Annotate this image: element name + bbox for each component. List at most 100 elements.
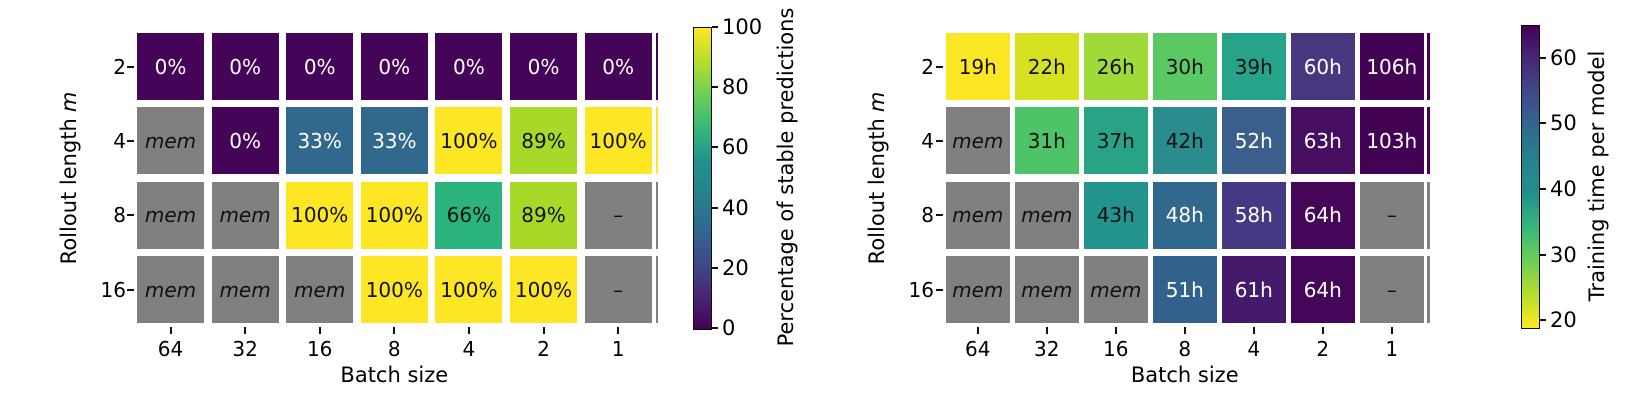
x-axis-label: Batch size bbox=[1130, 363, 1239, 387]
x-tick-label: 2 bbox=[537, 337, 550, 361]
heatmap-cell: 0% bbox=[137, 33, 204, 100]
y-axis-tick-mark bbox=[127, 65, 134, 68]
plot-edge-strip bbox=[655, 181, 658, 249]
colorbar-label: Training time per model bbox=[1585, 50, 1609, 302]
heatmap-cell: mem bbox=[211, 181, 279, 249]
heatmap-cell: 89% bbox=[510, 181, 577, 249]
colorbar-tick-label: 40 bbox=[722, 195, 749, 220]
heatmap-cell: 89% bbox=[510, 107, 577, 175]
heatmap-cell: mem bbox=[1015, 256, 1079, 324]
y-axis-label: Rollout lengthm bbox=[865, 92, 889, 265]
x-tick-label: 16 bbox=[1103, 337, 1129, 361]
heatmap-cell: 66% bbox=[435, 181, 503, 249]
heatmap-cell: mem bbox=[137, 181, 204, 249]
y-tick-label: 4 bbox=[921, 128, 934, 153]
x-tick-label: 4 bbox=[1247, 337, 1261, 361]
y-tick-label: 2 bbox=[113, 54, 126, 79]
x-tick-label: 4 bbox=[462, 337, 476, 361]
heatmap-cell: 30h bbox=[1153, 33, 1217, 100]
colorbar-tick-mark bbox=[1539, 122, 1546, 125]
colorbar-tick-mark bbox=[711, 206, 718, 209]
heatmap-cell: mem bbox=[1015, 181, 1079, 249]
heatmap-cell: 63h bbox=[1291, 107, 1355, 175]
heatmap-cell: 58h bbox=[1222, 181, 1286, 249]
y-axis-tick-mark bbox=[127, 214, 134, 217]
colorbar-tick-label: 80 bbox=[722, 75, 749, 100]
heatmap-cell: 52h bbox=[1222, 107, 1286, 175]
x-axis-tick-mark bbox=[1252, 326, 1255, 334]
heatmap-cell: 0% bbox=[510, 33, 577, 100]
heatmap-cell: – bbox=[1360, 256, 1424, 324]
plot-edge-strip bbox=[1427, 181, 1430, 249]
x-axis-tick-mark bbox=[318, 326, 321, 334]
colorbar-tick-mark bbox=[1539, 253, 1546, 256]
x-tick-label: 8 bbox=[387, 337, 401, 361]
heatmap-cell: 19h bbox=[946, 33, 1010, 100]
heatmap-cell: mem bbox=[211, 256, 279, 324]
heatmap-cell: 64h bbox=[1291, 256, 1355, 324]
heatmap-cell: 33% bbox=[286, 107, 354, 175]
colorbar-tick-mark bbox=[711, 266, 718, 269]
colorbar-tick-mark bbox=[1539, 319, 1546, 322]
colorbar-tick-mark bbox=[711, 146, 718, 149]
y-axis-tick-mark bbox=[936, 65, 943, 68]
y-tick-label: 8 bbox=[921, 203, 934, 228]
x-tick-label: 64 bbox=[157, 337, 184, 361]
y-axis-tick-mark bbox=[936, 139, 943, 142]
heatmap-cell: 0% bbox=[360, 33, 428, 100]
heatmap-cell: 100% bbox=[510, 256, 577, 324]
heatmap-cell: 0% bbox=[211, 33, 279, 100]
x-axis-tick-mark bbox=[1390, 326, 1393, 334]
heatmap-cell: – bbox=[584, 256, 652, 324]
x-tick-label: 2 bbox=[1316, 337, 1330, 361]
heatmap-cell: 42h bbox=[1153, 107, 1217, 175]
heatmap-cell: mem bbox=[286, 256, 354, 324]
heatmap-cell: 43h bbox=[1084, 181, 1148, 249]
heatmap-cell: 0% bbox=[211, 107, 279, 175]
x-axis-tick-mark bbox=[169, 326, 172, 334]
heatmap-cell: 103h bbox=[1360, 107, 1424, 175]
colorbar bbox=[1521, 25, 1540, 329]
plot-edge-strip bbox=[655, 33, 658, 100]
heatmap-cell: mem bbox=[946, 181, 1010, 249]
heatmap-cell: 26h bbox=[1084, 33, 1148, 100]
colorbar-tick-mark bbox=[1539, 56, 1546, 59]
x-axis-tick-mark bbox=[1114, 326, 1117, 334]
x-tick-label: 64 bbox=[965, 337, 991, 361]
colorbar-tick-label: 100 bbox=[722, 15, 763, 39]
colorbar-tick-label: 60 bbox=[722, 135, 749, 160]
y-axis-label-variable: m bbox=[865, 91, 889, 113]
colorbar-tick-mark bbox=[711, 26, 718, 28]
heatmap-cell: mem bbox=[946, 256, 1010, 324]
x-axis-tick-mark bbox=[393, 326, 396, 334]
heatmap-cell: 100% bbox=[360, 181, 428, 249]
heatmap-cell: 39h bbox=[1222, 33, 1286, 100]
heatmap-cell: 61h bbox=[1222, 256, 1286, 324]
plot-edge-strip bbox=[655, 256, 658, 324]
colorbar-tick-label: 20 bbox=[722, 255, 749, 280]
y-tick-label: 16 bbox=[100, 277, 126, 302]
heatmap-cell: 0% bbox=[435, 33, 503, 100]
heatmap-cell: 31h bbox=[1015, 107, 1079, 175]
heatmap-cell: 0% bbox=[286, 33, 354, 100]
x-tick-label: 32 bbox=[232, 337, 258, 361]
x-tick-label: 32 bbox=[1034, 337, 1060, 361]
y-axis-tick-mark bbox=[127, 139, 134, 142]
x-axis-tick-mark bbox=[617, 326, 620, 334]
x-axis-tick-mark bbox=[1321, 326, 1324, 334]
y-axis-tick-mark bbox=[936, 288, 943, 291]
heatmap-cell: 0% bbox=[584, 33, 652, 100]
heatmap-cell: 48h bbox=[1153, 181, 1217, 249]
y-tick-label: 4 bbox=[113, 128, 126, 153]
heatmap-cell: 37h bbox=[1084, 107, 1148, 175]
colorbar-tick-label: 40 bbox=[1550, 177, 1577, 202]
colorbar-tick-mark bbox=[711, 327, 718, 329]
colorbar-tick-label: 0 bbox=[722, 316, 736, 340]
colorbar-tick-label: 60 bbox=[1550, 45, 1577, 70]
plot-edge-strip bbox=[1427, 256, 1430, 324]
heatmap-cell: 100% bbox=[435, 256, 503, 324]
heatmap-cell: mem bbox=[946, 107, 1010, 175]
heatmap-cell: 100% bbox=[584, 107, 652, 175]
plot-edge-strip bbox=[655, 107, 658, 175]
x-axis-tick-mark bbox=[542, 326, 545, 334]
